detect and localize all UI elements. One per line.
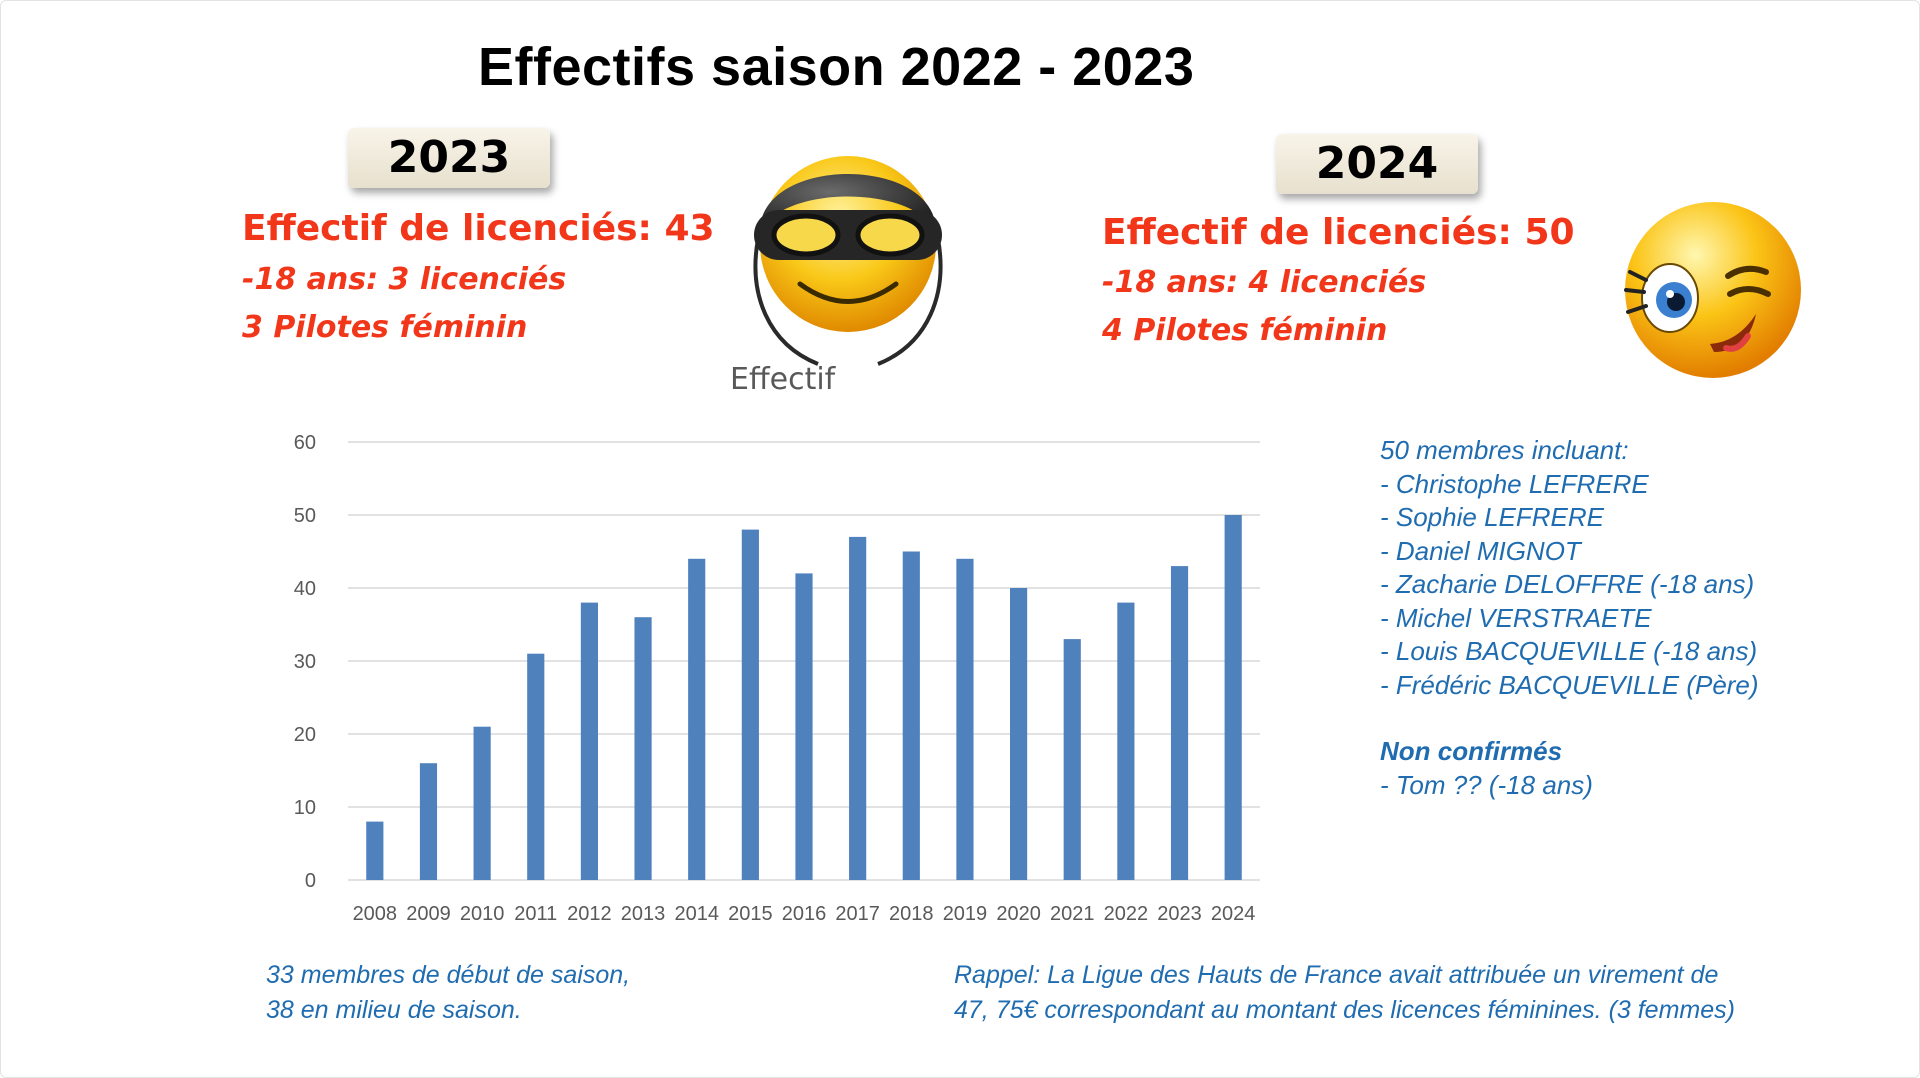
stat-minors-2023: -18 ans: 3 licenciés [242, 262, 567, 297]
winking-smiley-icon [1624, 202, 1801, 378]
x-tick-label: 2008 [353, 903, 398, 925]
x-tick-label: 2020 [996, 903, 1041, 925]
bar-2012 [580, 602, 598, 880]
pilot-smiley-icon [753, 156, 943, 366]
x-tick-label: 2024 [1211, 903, 1256, 925]
x-tick-label: 2016 [782, 903, 827, 925]
y-tick-label: 40 [294, 578, 316, 600]
y-tick-label: 0 [305, 870, 316, 892]
members-list: 50 membres incluant: - Christophe LEFRER… [1380, 434, 1759, 802]
member-item: - Michel VERSTRAETE [1380, 602, 1652, 633]
bar-2023 [1170, 566, 1189, 880]
stat-female-2024: 4 Pilotes féminin [1102, 313, 1388, 348]
member-item: - Sophie LEFRERE [1380, 502, 1604, 532]
member-item: - Frédéric BACQUEVILLE (Père) [1380, 669, 1759, 700]
x-tick-label: 2011 [514, 903, 557, 925]
bar-2010 [473, 726, 491, 880]
x-tick-label: 2013 [621, 903, 666, 925]
league-reminder-note: Rappel: La Ligue des Hauts de France ava… [954, 958, 1735, 1028]
member-item: - Daniel MIGNOT [1380, 535, 1581, 566]
x-tick-label: 2015 [728, 903, 773, 925]
x-tick-label: 2022 [1104, 903, 1149, 925]
bar-2017 [849, 536, 867, 880]
stat-female-2023: 3 Pilotes féminin [242, 310, 528, 345]
bar-2009 [419, 763, 438, 880]
x-tick-label: 2014 [674, 903, 719, 925]
effectif-caption: Effectif [730, 362, 836, 397]
bar-2021 [1063, 639, 1081, 880]
year-badge-2023: 2023 [348, 128, 550, 188]
bar-2016 [795, 573, 813, 880]
members-heading: 50 membres incluant: [1380, 435, 1629, 465]
year-badge-2024: 2024 [1276, 134, 1478, 194]
y-tick-label: 50 [294, 505, 316, 527]
y-tick-label: 60 [294, 432, 316, 454]
x-tick-label: 2021 [1050, 903, 1095, 925]
y-tick-label: 30 [294, 651, 316, 673]
x-tick-label: 2018 [889, 903, 934, 925]
bar-2014 [688, 558, 706, 880]
unconfirmed-item: - Tom ?? (-18 ans) [1380, 769, 1593, 800]
x-tick-label: 2009 [406, 903, 451, 925]
y-tick-label: 20 [294, 724, 316, 746]
membership-bar-chart: 0 10 20 30 40 50 60 2008 2009 2010 2011 2012 2013 20… [294, 432, 1260, 925]
bar-2015 [741, 529, 759, 880]
stat-main-2023: Effectif de licenciés: 43 [242, 208, 715, 249]
member-item: - Louis BACQUEVILLE (-18 ans) [1380, 636, 1758, 666]
unconfirmed-heading: Non confirmés [1380, 736, 1563, 766]
bar-2019 [956, 558, 974, 880]
bar-2020 [1010, 588, 1028, 880]
bar-2024 [1224, 515, 1242, 880]
stat-minors-2024: -18 ans: 4 licenciés [1102, 265, 1427, 300]
member-item: - Zacharie DELOFFRE (-18 ans) [1380, 569, 1755, 599]
x-tick-label: 2019 [943, 903, 988, 925]
bar-2022 [1117, 602, 1135, 880]
y-tick-label: 10 [294, 797, 316, 819]
slide-title: Effectifs saison 2022 - 2023 [478, 37, 1195, 97]
x-tick-label: 2017 [835, 903, 880, 925]
x-tick-label: 2023 [1157, 903, 1202, 925]
season-note-line: 33 membres de début de saison, [266, 961, 631, 989]
bar-2018 [902, 551, 920, 880]
league-note-line: 47, 75€ correspondant au montant des lic… [954, 996, 1735, 1024]
league-note-line: Rappel: La Ligue des Hauts de France ava… [954, 961, 1719, 989]
x-tick-label: 2010 [460, 903, 505, 925]
season-note: 33 membres de début de saison, 38 en mil… [266, 958, 630, 1028]
member-item: - Christophe LEFRERE [1380, 468, 1649, 499]
bar-2011 [527, 653, 545, 880]
bar-2008 [366, 821, 384, 880]
bar-2013 [634, 617, 652, 880]
stat-main-2024: Effectif de licenciés: 50 [1102, 212, 1575, 253]
x-tick-label: 2012 [567, 903, 612, 925]
season-note-line: 38 en milieu de saison. [266, 996, 522, 1024]
